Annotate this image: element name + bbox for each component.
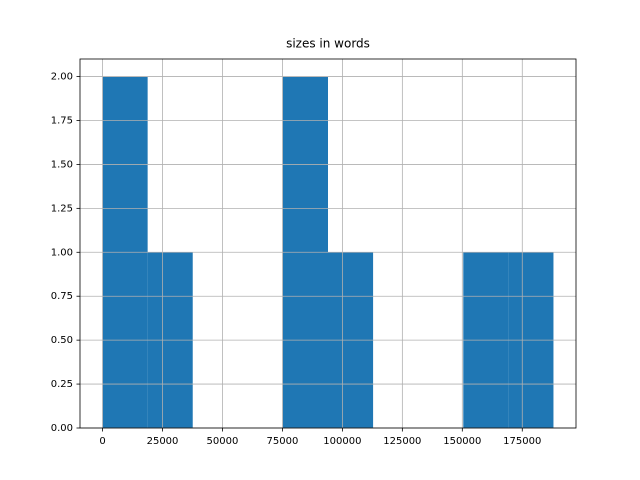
- y-tick-label: 2.00: [51, 72, 73, 83]
- plot-frame: [79, 58, 577, 429]
- x-tick-label: 100000: [323, 436, 361, 447]
- x-tick-label: 25000: [147, 436, 179, 447]
- y-tick-label: 1.25: [51, 203, 73, 214]
- y-tick-label: 0.25: [51, 379, 73, 390]
- y-tick-label: 0.50: [51, 335, 73, 346]
- x-tick-label: 75000: [267, 436, 299, 447]
- y-tick-label: 1.50: [51, 159, 73, 170]
- chart-title: sizes in words: [286, 37, 370, 51]
- y-tick-label: 0.00: [51, 423, 73, 434]
- x-tick-label: 50000: [207, 436, 239, 447]
- x-tick-label: 125000: [383, 436, 421, 447]
- x-tick-label: 175000: [503, 436, 541, 447]
- y-tick-label: 0.75: [51, 291, 73, 302]
- y-tick-label: 1.75: [51, 116, 73, 127]
- x-tick-label: 0: [99, 436, 105, 447]
- y-tick-label: 1.00: [51, 247, 73, 258]
- x-tick-label: 150000: [443, 436, 481, 447]
